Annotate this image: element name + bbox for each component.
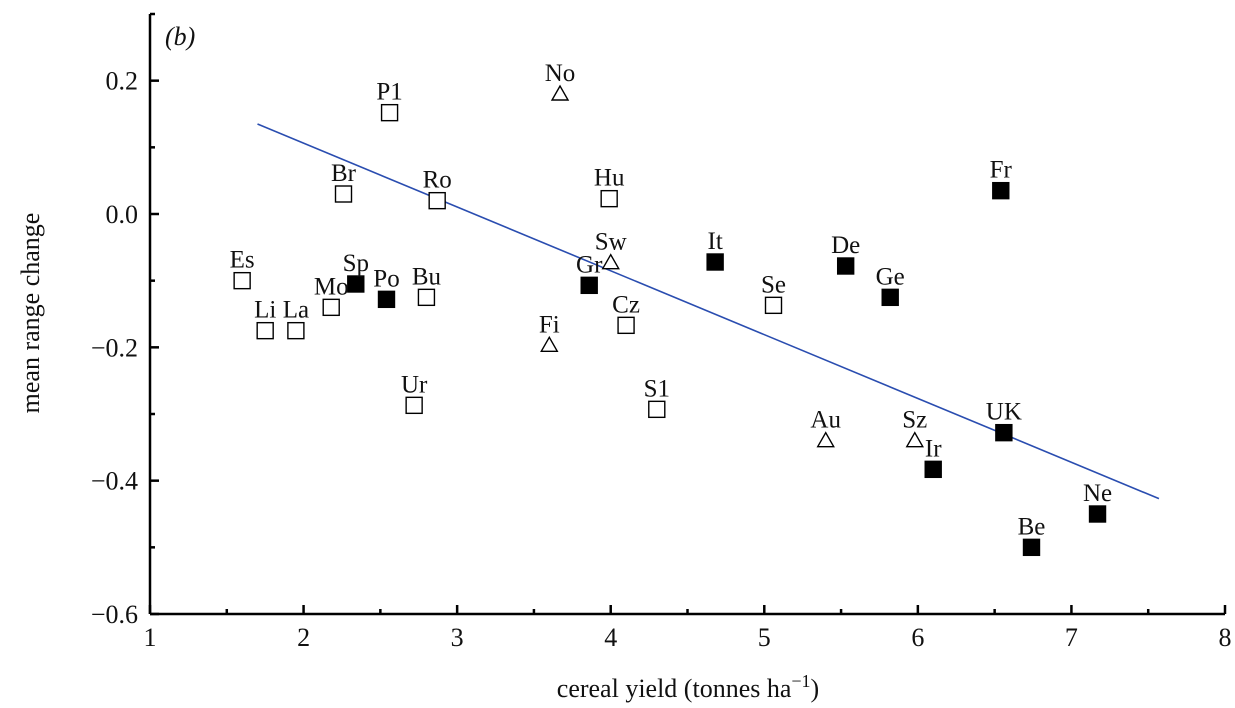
- trendline-group: [257, 123, 1160, 500]
- point-fr-label: Fr: [990, 157, 1013, 184]
- point-de-label: De: [831, 232, 860, 259]
- point-ne-filled-square-marker: [1088, 505, 1107, 523]
- point-se-open-square-marker: [764, 296, 783, 315]
- x-axis-title: cereal yield (tonnes ha−1): [557, 671, 819, 703]
- point-p1-open-square-marker: [380, 103, 399, 122]
- point-sw-label: Sw: [595, 229, 627, 256]
- point-la-open-square-marker: [287, 321, 305, 340]
- x-tick-label: 6: [911, 623, 924, 652]
- point-ro-open-square-marker: [428, 191, 446, 210]
- x-tick-label: 3: [451, 623, 464, 652]
- points-group: [233, 84, 1107, 557]
- y-tick-label: −0.6: [91, 600, 138, 629]
- x-axis-title-main: cereal yield (tonnes ha: [557, 674, 792, 703]
- point-hu-label: Hu: [594, 165, 625, 192]
- x-tick-label: 2: [297, 623, 310, 652]
- point-ne-label: Ne: [1083, 480, 1112, 507]
- point-po-filled-square-marker: [377, 290, 396, 309]
- point-po-label: Po: [373, 265, 399, 292]
- point-gr-filled-square-marker: [580, 276, 598, 295]
- point-de-filled-square-marker: [836, 257, 855, 275]
- point-it-label: It: [708, 228, 723, 255]
- point-sp-filled-square-marker: [347, 275, 365, 293]
- point-au-triangle-marker: [816, 431, 835, 448]
- point-ro-label: Ro: [423, 167, 452, 194]
- y-tick-label: −0.2: [91, 333, 138, 362]
- x-tick-label: 8: [1219, 623, 1232, 652]
- point-p1-label: P1: [376, 79, 402, 106]
- point-s1-open-square-marker: [648, 400, 666, 419]
- x-tick-label: 5: [758, 623, 771, 652]
- point-sz-label: Sz: [902, 407, 927, 434]
- point-uk-label: UK: [986, 399, 1022, 426]
- point-sp-label: Sp: [343, 250, 369, 277]
- point-no-triangle-marker: [550, 84, 570, 101]
- point-fi-label: Fi: [539, 311, 560, 338]
- axes-group: 1 2 3 4 5 6 7 8 −0.6 −0.4 −0.2 0.0 0.2: [91, 12, 1232, 652]
- point-ir-filled-square-marker: [924, 460, 942, 479]
- panel-label: (b): [165, 22, 195, 51]
- point-uk-filled-square-marker: [995, 423, 1013, 442]
- point-es-label: Es: [230, 247, 255, 274]
- point-mo-open-square-marker: [322, 298, 340, 317]
- point-sw-triangle-marker: [601, 253, 620, 270]
- y-tick-label: 0.0: [106, 200, 139, 229]
- point-be-filled-square-marker: [1022, 538, 1041, 557]
- point-hu-open-square-marker: [600, 189, 618, 208]
- point-br-label: Br: [331, 160, 357, 187]
- trendline: [257, 123, 1160, 500]
- point-se-label: Se: [761, 271, 786, 298]
- point-ge-label: Ge: [876, 263, 905, 290]
- y-tick-label: 0.2: [106, 67, 139, 96]
- x-tick-label: 4: [604, 623, 617, 652]
- point-cz-label: Cz: [612, 291, 640, 318]
- point-s1-label: S1: [644, 375, 670, 402]
- point-au-label: Au: [810, 407, 841, 434]
- point-fi-triangle-marker: [540, 335, 559, 353]
- point-ur-open-square-marker: [405, 396, 423, 415]
- x-axis-title-superscript: −1: [791, 671, 810, 691]
- point-es-open-square-marker: [233, 271, 251, 290]
- point-it-filled-square-marker: [706, 253, 724, 271]
- point-bu-label: Bu: [412, 263, 442, 290]
- x-tick-label: 1: [144, 623, 157, 652]
- point-ir-label: Ir: [925, 435, 942, 462]
- point-sz-triangle-marker: [905, 431, 924, 448]
- point-bu-open-square-marker: [417, 288, 436, 307]
- x-axis-title-close: ): [811, 674, 820, 703]
- point-li-label: Li: [254, 297, 276, 324]
- point-li-open-square-marker: [256, 321, 274, 340]
- point-ge-filled-square-marker: [881, 288, 899, 307]
- y-tick-label: −0.4: [91, 467, 138, 496]
- point-be-label: Be: [1018, 513, 1046, 540]
- point-la-label: La: [283, 297, 309, 324]
- point-br-open-square-marker: [334, 185, 353, 203]
- point-fr-filled-square-marker: [992, 181, 1010, 200]
- point-no-label: No: [545, 60, 576, 87]
- y-axis-title: mean range change: [16, 213, 45, 414]
- point-mo-label: Mo: [314, 273, 349, 300]
- point-cz-open-square-marker: [617, 316, 635, 335]
- point-gr-label: Gr: [576, 251, 603, 278]
- x-tick-label: 7: [1065, 623, 1078, 652]
- point-ur-label: Ur: [401, 371, 428, 398]
